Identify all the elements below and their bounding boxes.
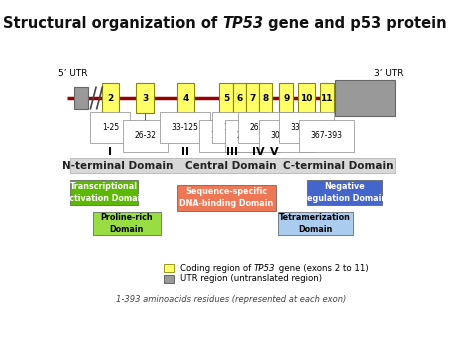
Bar <box>102 83 119 113</box>
Text: 187-224: 187-224 <box>224 123 255 132</box>
Text: 3’ UTR: 3’ UTR <box>374 69 403 78</box>
Text: TP53: TP53 <box>222 16 263 31</box>
Text: 9: 9 <box>283 94 290 103</box>
Text: 225-261: 225-261 <box>237 131 268 140</box>
Text: 1-25: 1-25 <box>102 123 119 132</box>
Bar <box>259 83 272 113</box>
Bar <box>74 87 88 109</box>
Bar <box>278 212 353 235</box>
Text: Structural organization of: Structural organization of <box>3 16 222 31</box>
Text: 262-306: 262-306 <box>250 123 281 132</box>
Text: 7: 7 <box>249 94 256 103</box>
Text: N-terminal Domain: N-terminal Domain <box>62 160 173 171</box>
Text: 5: 5 <box>223 94 229 103</box>
Bar <box>233 83 246 113</box>
Text: IV: IV <box>252 147 265 157</box>
Text: Central Domain: Central Domain <box>185 160 276 171</box>
Bar <box>298 83 315 113</box>
Text: 6: 6 <box>236 94 243 103</box>
Text: 1-393 aminoacids residues (represented at each exon): 1-393 aminoacids residues (represented a… <box>116 294 346 303</box>
Bar <box>335 80 395 116</box>
Bar <box>246 83 259 113</box>
Bar <box>320 83 333 113</box>
Text: gene and p53 protein: gene and p53 protein <box>263 16 447 31</box>
Bar <box>164 264 174 272</box>
Bar <box>164 275 174 283</box>
Text: 126-186: 126-186 <box>210 131 242 140</box>
Text: 3: 3 <box>142 94 148 103</box>
Text: 4: 4 <box>182 94 189 103</box>
Bar <box>136 83 154 113</box>
Bar <box>307 180 382 205</box>
Text: 8: 8 <box>262 94 269 103</box>
Text: II: II <box>181 147 189 157</box>
Text: Transcriptional
Activation Domain: Transcriptional Activation Domain <box>63 182 146 203</box>
Text: 26-32: 26-32 <box>134 131 156 140</box>
Text: 332-367: 332-367 <box>291 123 323 132</box>
Text: 5’ UTR: 5’ UTR <box>58 69 87 78</box>
Text: Sequence-specific
DNA-binding Domain: Sequence-specific DNA-binding Domain <box>179 188 274 208</box>
Bar <box>279 83 293 113</box>
Bar <box>70 180 138 205</box>
Text: V: V <box>270 147 279 157</box>
Text: III: III <box>226 147 238 157</box>
Text: gene (exons 2 to 11): gene (exons 2 to 11) <box>275 264 368 273</box>
Text: UTR region (untranslated region): UTR region (untranslated region) <box>180 275 322 283</box>
Text: 11: 11 <box>320 94 333 103</box>
Text: TP53: TP53 <box>254 264 275 273</box>
Text: Tetramerization
Domain: Tetramerization Domain <box>279 213 351 234</box>
Text: I: I <box>108 147 112 157</box>
Bar <box>70 158 395 173</box>
Text: 33-125: 33-125 <box>172 123 199 132</box>
Text: C-terminal Domain: C-terminal Domain <box>284 160 394 171</box>
Text: 307-331: 307-331 <box>270 131 302 140</box>
Text: Negative
regulation Domain: Negative regulation Domain <box>303 182 387 203</box>
Bar <box>176 185 276 211</box>
Bar <box>219 83 233 113</box>
Bar <box>93 212 161 235</box>
Text: 367-393: 367-393 <box>310 131 342 140</box>
Text: 10: 10 <box>301 94 313 103</box>
Text: Coding region of: Coding region of <box>180 264 254 273</box>
Text: 2: 2 <box>107 94 113 103</box>
Text: Proline-rich
Domain: Proline-rich Domain <box>100 213 153 234</box>
Bar <box>176 83 194 113</box>
